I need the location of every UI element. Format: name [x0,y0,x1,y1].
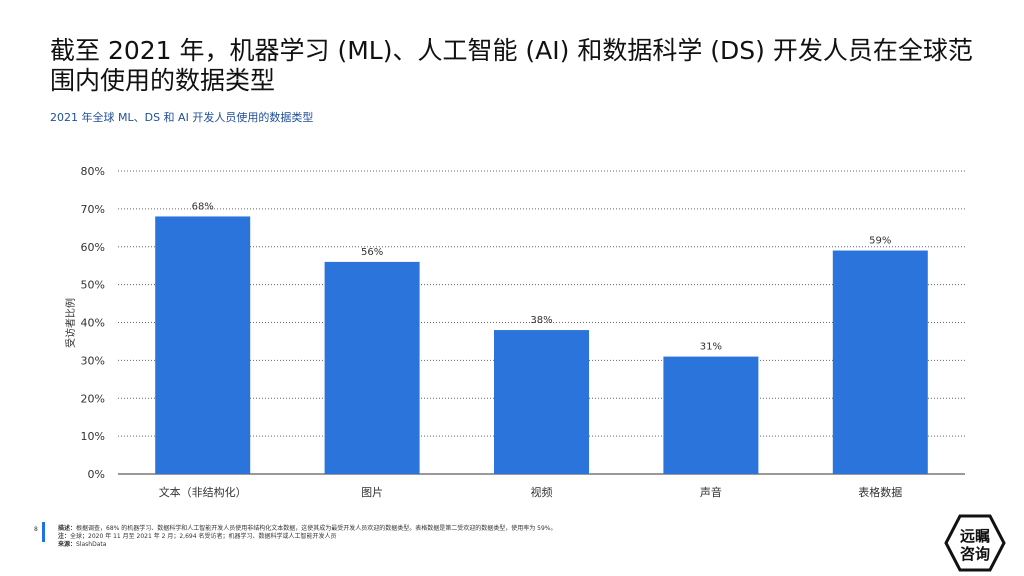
y-tick-label: 70% [81,203,105,216]
data-label: 31% [700,342,722,353]
data-label: 68% [192,201,214,212]
x-tick-label: 图片 [361,486,383,499]
bar [494,330,589,474]
source-text: SlashData [76,541,107,548]
y-tick-label: 0% [88,468,105,481]
y-tick-label: 40% [81,317,105,330]
svg-text:咨询: 咨询 [960,545,990,563]
description-text: 根据调查，68% 的机器学习、数据科学和人工智能开发人员使用非结构化文本数据，这… [76,525,557,532]
data-label: 56% [361,247,383,258]
footer-notes: 描述：根据调查，68% 的机器学习、数据科学和人工智能开发人员使用非结构化文本数… [58,525,557,549]
y-tick-label: 30% [81,354,105,367]
y-axis-label: 受访者比例 [64,298,77,348]
y-tick-label: 50% [81,279,105,292]
note-label: 注： [58,533,71,540]
x-tick-label: 视频 [531,485,553,499]
svg-text:远瞩: 远瞩 [960,527,990,545]
source-label: 来源： [58,541,77,548]
y-tick-label: 20% [81,392,105,405]
note-text: 全球；2020 年 11 月至 2021 年 2 月；2,694 名受访者；机器… [70,533,337,540]
x-tick-label: 声音 [700,485,722,499]
bar [663,356,759,474]
y-tick-label: 60% [81,241,105,254]
page-title: 截至 2021 年，机器学习 (ML)、人工智能 (AI) 和数据科学 (DS)… [50,36,973,95]
data-label: 38% [530,315,552,326]
bar [324,261,420,474]
x-tick-label: 文本（非结构化） [159,485,247,499]
page-number: 8 [34,526,38,533]
y-tick-label: 80% [81,165,105,178]
accent-bar [42,522,45,542]
chart-subtitle: 2021 年全球 ML、DS 和 AI 开发人员使用的数据类型 [50,111,314,124]
company-logo: 远瞩 咨询 [944,514,1006,572]
bar [155,216,251,474]
x-tick-label: 表格数据 [858,485,902,499]
bar [832,250,928,474]
y-tick-label: 10% [81,430,105,443]
description-label: 描述： [58,525,77,532]
data-label: 59% [869,236,891,247]
